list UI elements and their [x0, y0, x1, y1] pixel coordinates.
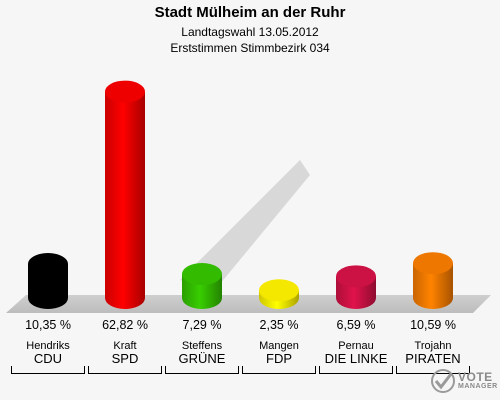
bar-body-cdu: [28, 263, 68, 309]
bar-body-piraten: [413, 263, 453, 309]
chart-subtitle-district: Erststimmen Stimmbezirk 034: [170, 41, 330, 55]
value-label-grüne: 7,29 %: [182, 318, 222, 332]
candidate-label-spd: Kraft: [113, 340, 137, 352]
party-bracket-spd: [88, 366, 162, 374]
party-label-piraten: PIRATEN: [405, 351, 461, 366]
party-bracket-fdp: [242, 366, 316, 374]
bar-body-spd: [105, 91, 145, 309]
bar-grüne: [182, 263, 222, 309]
logo-text-vote: VOTE: [458, 370, 493, 384]
party-label-grüne: GRÜNE: [178, 351, 226, 366]
candidate-label-piraten: Trojahn: [414, 340, 452, 352]
party-label-spd: SPD: [111, 351, 139, 366]
candidate-label-grüne: Steffens: [181, 340, 223, 352]
floor-shadow-wedge: [180, 160, 310, 290]
party-label-cdu: CDU: [33, 351, 63, 366]
bar-top-die-linke: [336, 265, 376, 288]
candidate-label-cdu: Hendriks: [26, 340, 70, 352]
bar-top-grüne: [182, 263, 222, 286]
chart-title: Stadt Mülheim an der Ruhr: [154, 4, 346, 21]
party-bracket-die-linke: [319, 366, 393, 374]
logo-text-manager: MANAGER: [458, 383, 498, 390]
bar-cdu: [28, 252, 68, 309]
candidate-label-fdp: Mangen: [259, 340, 299, 352]
value-label-fdp: 2,35 %: [259, 318, 299, 332]
bar-fdp: [259, 279, 299, 309]
party-label-die-linke: DIE LINKE: [324, 351, 388, 366]
chart-subtitle: Landtagswahl 13.05.2012: [181, 25, 319, 39]
value-label-die-linke: 6,59 %: [336, 318, 376, 332]
bar-die-linke: [336, 265, 376, 309]
candidate-label-die-linke: Pernau: [338, 340, 374, 352]
value-label-piraten: 10,59 %: [410, 318, 456, 332]
party-bracket-grüne: [165, 366, 239, 374]
party-bracket-cdu: [11, 366, 85, 374]
bar-top-cdu: [28, 252, 68, 275]
value-label-cdu: 10,35 %: [25, 318, 71, 332]
party-bracket-piraten: [396, 366, 470, 374]
bar-top-piraten: [413, 252, 453, 275]
bar-top-spd: [105, 80, 145, 103]
value-label-spd: 62,82 %: [102, 318, 148, 332]
vote-manager-logo: VOTE MANAGER: [430, 368, 498, 396]
ballot-check-icon: [431, 369, 455, 393]
bar-piraten: [413, 252, 453, 309]
bar-top-fdp: [259, 279, 299, 302]
party-label-fdp: FDP: [266, 351, 292, 366]
bar-spd: [105, 80, 145, 309]
